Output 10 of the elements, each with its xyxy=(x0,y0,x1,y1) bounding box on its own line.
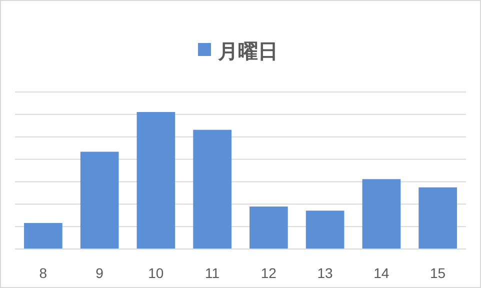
x-tick-label: 14 xyxy=(374,265,390,281)
legend-label: 月曜日 xyxy=(217,41,278,63)
x-tick-label: 10 xyxy=(148,265,164,281)
legend: 月曜日 xyxy=(198,41,278,63)
x-tick-label: 15 xyxy=(430,265,446,281)
x-tick-label: 12 xyxy=(260,265,277,281)
x-tick-label: 8 xyxy=(39,265,48,281)
x-tick-label: 9 xyxy=(96,265,104,281)
x-tick-label: 11 xyxy=(205,265,220,281)
x-tick-label: 13 xyxy=(317,265,334,281)
